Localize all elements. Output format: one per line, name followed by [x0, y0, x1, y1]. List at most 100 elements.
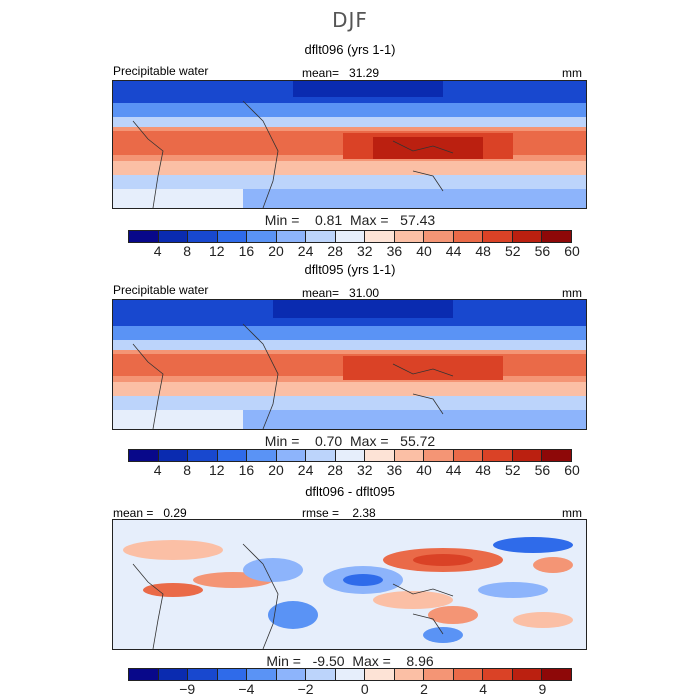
panel-2-minmax: Min = 0.70 Max = 55.72 — [264, 433, 436, 449]
colorbar-swatch — [306, 450, 336, 461]
colorbar-tick-label: 4 — [479, 681, 488, 697]
panel-1-colorbar — [128, 230, 572, 243]
panel-3-units: mm — [562, 506, 582, 520]
panel-2-mean: mean= 31.00 — [302, 286, 380, 300]
colorbar-swatch — [129, 450, 159, 461]
colorbar-tick-label: 56 — [534, 462, 551, 478]
colorbar-tick-label: 20 — [268, 462, 284, 478]
panel-3-colorbar — [128, 668, 572, 681]
panel-1-minmax: Min = 0.81 Max = 57.43 — [264, 212, 436, 228]
colorbar-tick-label: 8 — [183, 462, 192, 478]
colorbar-swatch — [512, 450, 543, 461]
colorbar-tick-label: 48 — [475, 462, 491, 478]
colorbar-swatch — [483, 450, 513, 461]
colorbar-swatch — [158, 669, 189, 680]
colorbar-swatch — [129, 231, 159, 242]
colorbar-swatch — [394, 669, 425, 680]
colorbar-tick-label: 4 — [153, 462, 162, 478]
colorbar-tick-label: 60 — [564, 243, 580, 259]
colorbar-tick-label: 40 — [416, 243, 432, 259]
colorbar-swatch — [247, 450, 277, 461]
colorbar-tick-label: 20 — [268, 243, 284, 259]
colorbar-tick-label: −9 — [179, 681, 196, 697]
colorbar-tick-label: 40 — [416, 462, 432, 478]
panel-2-map — [112, 299, 587, 430]
colorbar-tick-label: 48 — [475, 243, 491, 259]
colorbar-swatch — [365, 231, 395, 242]
colorbar-swatch — [394, 231, 425, 242]
panel-1-map — [112, 80, 587, 209]
colorbar-tick-label: 24 — [297, 462, 314, 478]
colorbar-swatch — [424, 669, 454, 680]
colorbar-tick-label: 16 — [238, 243, 255, 259]
colorbar-swatch — [335, 450, 366, 461]
colorbar-tick-label: 44 — [445, 243, 462, 259]
colorbar-tick-label: 32 — [357, 243, 373, 259]
colorbar-tick-label: 32 — [357, 462, 373, 478]
colorbar-tick-label: 8 — [183, 243, 192, 259]
colorbar-tick-label: 36 — [386, 243, 403, 259]
panel-2-colorbar — [128, 449, 572, 462]
panel-3-map — [112, 519, 587, 650]
colorbar-tick-label: 9 — [538, 681, 547, 697]
colorbar-swatch — [512, 669, 543, 680]
colorbar-tick-label: 12 — [209, 243, 225, 259]
panel-2-units: mm — [562, 286, 582, 300]
colorbar-tick-label: 36 — [386, 462, 403, 478]
colorbar-swatch — [335, 669, 366, 680]
colorbar-tick-label: 56 — [534, 243, 551, 259]
colorbar-tick-label: −2 — [297, 681, 314, 697]
colorbar-tick-label: 28 — [327, 243, 343, 259]
colorbar-swatch — [276, 450, 307, 461]
panel-3-rmse: rmse = 2.38 — [302, 506, 376, 520]
panel-1-units: mm — [562, 66, 582, 80]
colorbar-swatch — [365, 450, 395, 461]
colorbar-swatch — [306, 669, 336, 680]
panel-3-mean: mean = 0.29 — [113, 506, 187, 520]
colorbar-swatch — [276, 231, 307, 242]
colorbar-swatch — [453, 450, 484, 461]
colorbar-swatch — [394, 450, 425, 461]
colorbar-swatch — [158, 450, 189, 461]
colorbar-swatch — [247, 231, 277, 242]
colorbar-swatch — [483, 231, 513, 242]
colorbar-swatch — [424, 450, 454, 461]
colorbar-tick-label: 44 — [445, 462, 462, 478]
colorbar-swatch — [483, 669, 513, 680]
colorbar-tick-label: 0 — [360, 681, 369, 697]
colorbar-tick-label: 2 — [420, 681, 428, 697]
colorbar-swatch — [129, 669, 159, 680]
colorbar-swatch — [542, 669, 571, 680]
panel-2-variable-label: Precipitable water — [113, 283, 209, 297]
colorbar-swatch — [188, 450, 218, 461]
colorbar-swatch — [512, 231, 543, 242]
season-title: DJF — [332, 8, 368, 32]
panel-1-mean: mean= 31.29 — [302, 66, 380, 80]
colorbar-swatch — [453, 669, 484, 680]
panel-3-title: dflt096 - dflt095 — [305, 484, 395, 499]
colorbar-swatch — [217, 231, 248, 242]
colorbar-swatch — [335, 231, 366, 242]
panel-3-minmax: Min = -9.50 Max = 8.96 — [266, 653, 434, 669]
colorbar-swatch — [217, 450, 248, 461]
panel-2-title: dflt095 (yrs 1-1) — [304, 262, 396, 277]
colorbar-swatch — [158, 231, 189, 242]
colorbar-swatch — [188, 231, 218, 242]
colorbar-tick-label: 24 — [297, 243, 314, 259]
colorbar-tick-label: 12 — [209, 462, 225, 478]
colorbar-tick-label: 16 — [238, 462, 255, 478]
colorbar-tick-label: 52 — [505, 462, 521, 478]
colorbar-tick-label: 4 — [153, 243, 162, 259]
colorbar-swatch — [188, 669, 218, 680]
colorbar-swatch — [247, 669, 277, 680]
panel-1-title: dflt096 (yrs 1-1) — [304, 42, 396, 57]
colorbar-tick-label: −4 — [238, 681, 255, 697]
colorbar-tick-label: 52 — [505, 243, 521, 259]
colorbar-swatch — [542, 450, 571, 461]
colorbar-swatch — [306, 231, 336, 242]
colorbar-tick-label: 28 — [327, 462, 343, 478]
colorbar-swatch — [424, 231, 454, 242]
colorbar-swatch — [217, 669, 248, 680]
colorbar-tick-label: 60 — [564, 462, 580, 478]
colorbar-swatch — [542, 231, 571, 242]
